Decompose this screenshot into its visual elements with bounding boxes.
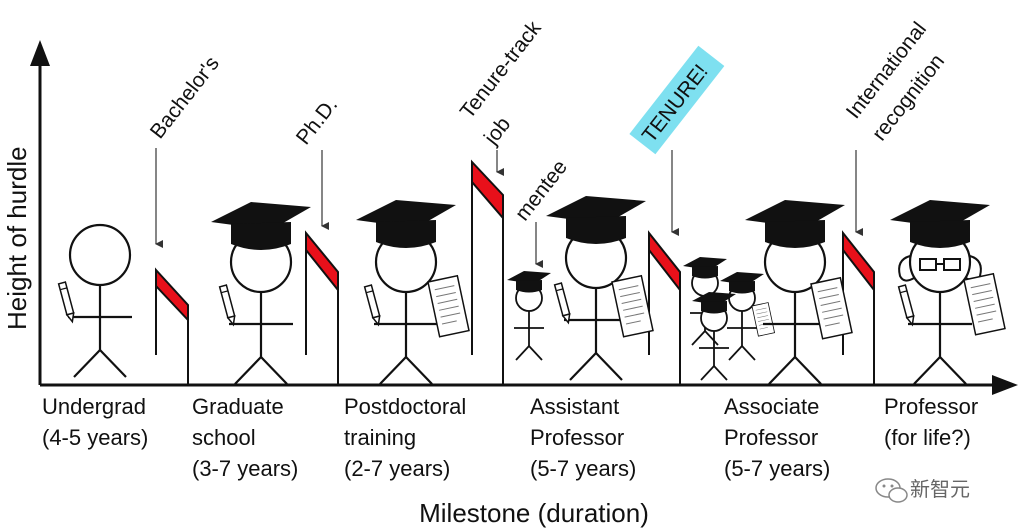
mentee-figure: [720, 272, 775, 361]
figure-associate-professor: [745, 200, 853, 386]
stage-associate-line1: Associate: [724, 394, 819, 419]
watermark: 新智元: [875, 478, 970, 503]
hurdle-international: [842, 230, 875, 355]
stage-associate-line3: (5-7 years): [724, 456, 830, 481]
hurdle-tenure-track: [471, 159, 504, 355]
watermark-text: 新智元: [910, 478, 970, 501]
hurdle-phd: [305, 230, 339, 355]
milestone-tenure-track-job: job: [479, 113, 515, 150]
stage-assistant: Assistant Professor (5-7 years): [530, 394, 636, 481]
stage-graduate-line3: (3-7 years): [192, 456, 298, 481]
stage-postdoc-line1: Postdoctoral: [344, 394, 466, 419]
x-axis-title: Milestone (duration): [419, 498, 649, 528]
stage-professor: Professor (for life?): [884, 394, 978, 450]
y-axis-arrow: [30, 40, 50, 66]
tenure-highlight: [629, 45, 725, 155]
stage-assistant-line1: Assistant: [530, 394, 619, 419]
stage-postdoc-line2: training: [344, 425, 416, 450]
figure-assistant-professor: [546, 196, 654, 382]
hurdle-tenure: [648, 230, 681, 355]
figure-mentee-group: [683, 257, 775, 381]
figure-undergrad: [57, 223, 134, 379]
figure-professor: [890, 200, 1006, 386]
x-axis-arrow: [992, 375, 1018, 395]
milestone-tenure-track: Tenure-track: [456, 17, 546, 124]
stage-assistant-line2: Professor: [530, 425, 624, 450]
stage-graduate-line1: Graduate: [192, 394, 284, 419]
stage-assistant-line3: (5-7 years): [530, 456, 636, 481]
y-axis-title: Height of hurdle: [2, 146, 32, 330]
stage-graduate-line2: school: [192, 425, 256, 450]
hurdle-bachelors: [155, 267, 189, 355]
stage-associate-line2: Professor: [724, 425, 818, 450]
stage-undergrad-line1: Undergrad: [42, 394, 146, 419]
stage-professor-line2: (for life?): [884, 425, 971, 450]
figure-mentee: [507, 271, 551, 361]
wechat-icon: [875, 478, 908, 503]
stage-undergrad-line2: (4-5 years): [42, 425, 148, 450]
milestone-tenure: TENURE!: [629, 45, 725, 155]
stage-professor-line1: Professor: [884, 394, 978, 419]
milestone-phd: Ph.D.: [292, 94, 342, 150]
milestone-tenure-label: TENURE!: [638, 60, 713, 147]
stage-graduate: Graduate school (3-7 years): [192, 394, 298, 481]
milestone-bachelors: Bachelor's: [146, 52, 224, 143]
stage-associate: Associate Professor (5-7 years): [724, 394, 830, 481]
figure-graduate: [211, 202, 311, 386]
figure-postdoc: [356, 200, 470, 386]
mentee-figure: [692, 292, 736, 381]
stage-undergrad: Undergrad (4-5 years): [42, 394, 148, 450]
stage-postdoc-line3: (2-7 years): [344, 456, 450, 481]
stage-postdoc: Postdoctoral training (2-7 years): [344, 394, 466, 481]
